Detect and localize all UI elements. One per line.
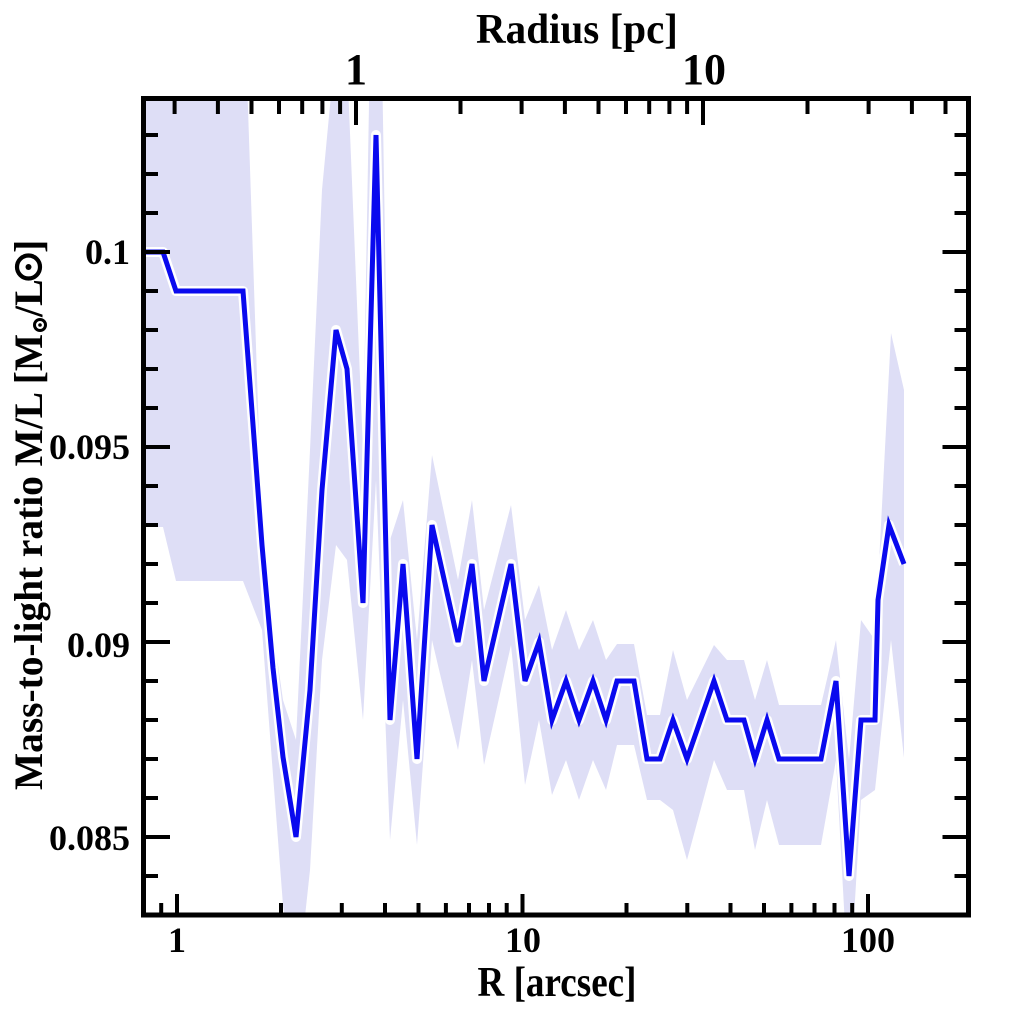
svg-text:Radius [pc]: Radius [pc]: [476, 7, 678, 53]
svg-text:1: 1: [345, 45, 367, 94]
svg-text:/L: /L: [6, 279, 51, 318]
svg-text:R [arcsec]: R [arcsec]: [478, 960, 637, 1006]
svg-text:10: 10: [682, 45, 726, 94]
svg-text:10: 10: [505, 920, 541, 960]
svg-text:100: 100: [841, 920, 895, 960]
svg-text:0.1: 0.1: [85, 232, 130, 272]
svg-text:]: ]: [6, 240, 51, 253]
svg-text:0.09: 0.09: [67, 625, 130, 665]
svg-text:0.095: 0.095: [49, 427, 130, 467]
svg-text:1: 1: [168, 920, 186, 960]
svg-text:Mass-to-light ratio M/L [M: Mass-to-light ratio M/L [M: [6, 334, 51, 790]
svg-text:0.085: 0.085: [49, 818, 130, 858]
